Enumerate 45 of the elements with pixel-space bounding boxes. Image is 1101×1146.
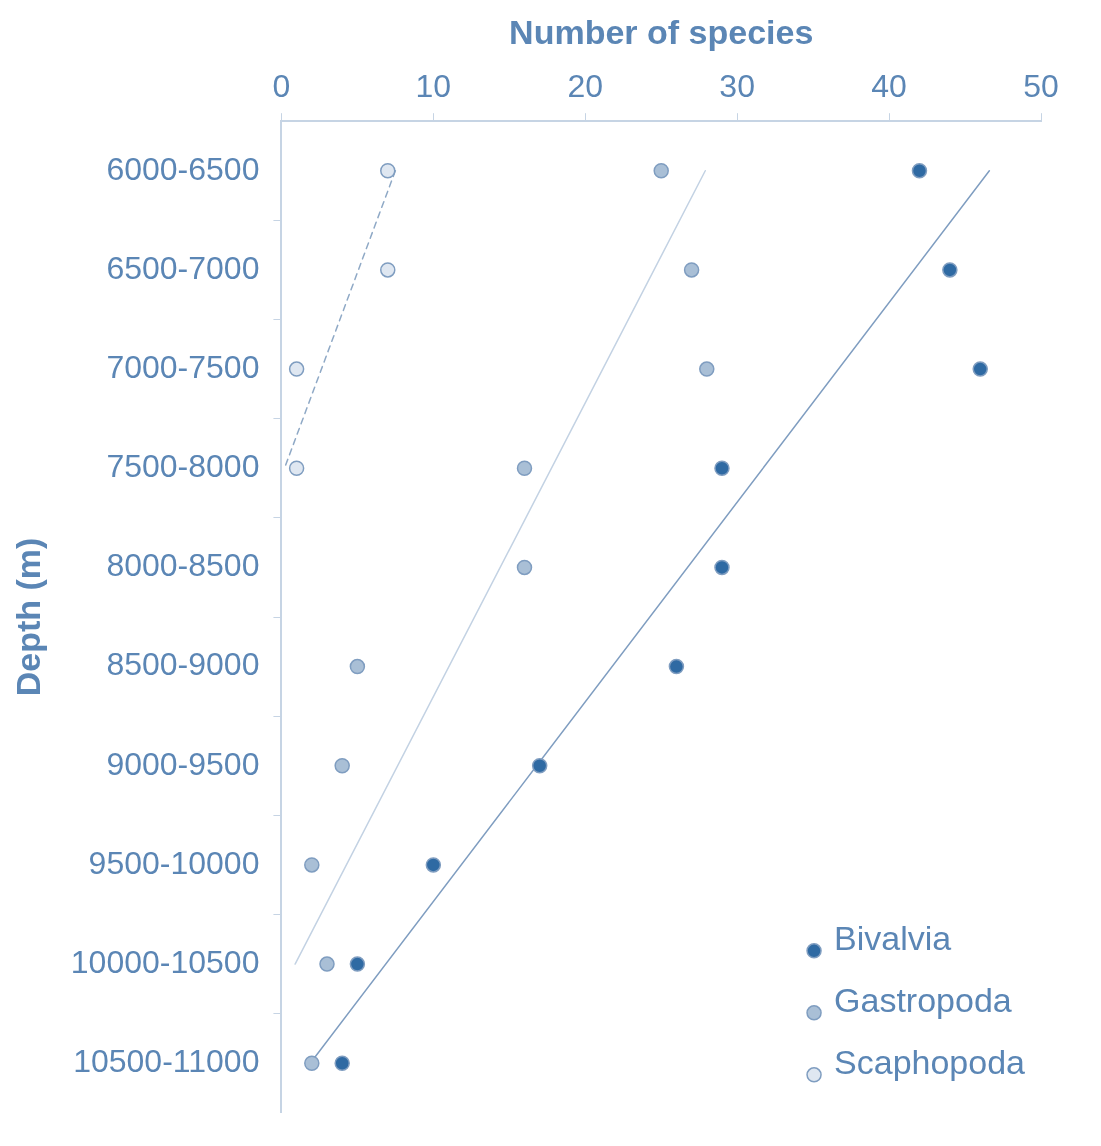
legend-label: Scaphopoda — [834, 1043, 1026, 1082]
y-tick-label: 6500-7000 — [106, 249, 260, 286]
point — [288, 361, 305, 377]
point — [531, 757, 548, 774]
point — [714, 559, 730, 576]
point — [304, 1055, 320, 1071]
x-tick-label: 10 — [415, 67, 452, 104]
point — [334, 1055, 350, 1071]
point — [380, 262, 396, 278]
point — [334, 757, 350, 774]
x-tick-label: 40 — [871, 67, 907, 104]
point — [683, 262, 700, 278]
y-tick-label: 7500-8000 — [106, 448, 260, 485]
point — [425, 857, 442, 873]
x-tick-label: 0 — [272, 67, 291, 104]
y-tick-label: 8500-9000 — [106, 646, 260, 683]
x-axis-title: Number of species — [509, 12, 814, 51]
point — [911, 163, 928, 179]
point — [288, 460, 305, 477]
point — [699, 361, 715, 377]
point — [668, 658, 685, 675]
y-axis-title: Depth (m) — [8, 537, 47, 697]
y-tick-label: 6000-6500 — [106, 150, 260, 187]
y-tick-label: 7000-7500 — [106, 348, 260, 385]
point — [516, 559, 533, 576]
point — [714, 460, 730, 477]
x-tick-label: 50 — [1023, 67, 1059, 104]
legend-label: Bivalvia — [834, 919, 952, 958]
x-tick-label: 30 — [719, 67, 755, 104]
point — [349, 956, 366, 972]
point — [653, 163, 669, 179]
point — [349, 658, 366, 675]
y-tick-label: 10000-10500 — [70, 943, 260, 980]
point — [972, 361, 988, 377]
y-tick-label: 10500-11000 — [73, 1043, 260, 1080]
y-tick-label: 9500-10000 — [88, 844, 260, 881]
x-tick-label: 20 — [567, 67, 604, 104]
legend-label: Gastropoda — [834, 981, 1012, 1020]
point — [380, 163, 396, 179]
point — [319, 956, 335, 972]
point — [304, 857, 320, 873]
point — [942, 262, 958, 278]
y-tick-label: 9000-9500 — [106, 745, 260, 782]
point — [516, 460, 533, 477]
y-tick-label: 8000-8500 — [106, 547, 260, 584]
